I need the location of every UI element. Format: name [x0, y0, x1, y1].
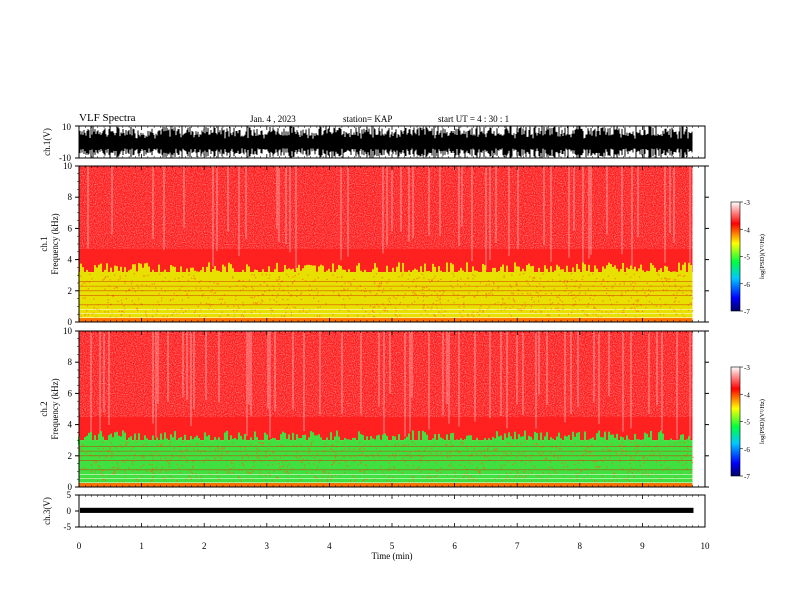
- ch1-waveform-trace: [79, 126, 693, 158]
- spectrogram-ytick-label: 8: [68, 192, 73, 202]
- spectrogram-ytick-label: 6: [68, 223, 73, 233]
- ch3-waveform-trace: [80, 507, 694, 513]
- colorbar-label: log(PSD)(V²/Hz): [759, 234, 766, 279]
- ch3-ylabel: ch.3(V): [42, 497, 52, 525]
- colorbar-tick-label: -4: [744, 391, 750, 399]
- ch3-ytick-label: -5: [64, 522, 72, 532]
- spectrogram-ylabel-frequency: Frequency (kHz): [50, 213, 60, 274]
- spectrogram-ytick-label: 10: [63, 326, 73, 336]
- spectrogram-ytick-label: 0: [68, 317, 73, 327]
- x-axis-label: Time (min): [372, 551, 413, 561]
- figure-title: VLF Spectra: [79, 112, 136, 124]
- spectrogram-low-band: [79, 272, 693, 322]
- ch1-ytick-label: 10: [62, 122, 72, 132]
- colorbar: [730, 366, 741, 477]
- spectrogram-ytick-label: 10: [63, 161, 73, 171]
- x-tick-label: 10: [701, 541, 711, 551]
- spectrogram-ylabel-frequency: Frequency (kHz): [50, 378, 60, 439]
- colorbar-tick-label: -3: [744, 199, 750, 207]
- spectrogram-noise-overlay: [79, 166, 693, 249]
- spectrogram-noise-overlay: [79, 331, 693, 417]
- spectrogram-streaks: [87, 166, 691, 273]
- ch3-ytick-label: 5: [67, 490, 72, 500]
- x-tick-label: 7: [515, 541, 520, 551]
- x-tick-label: 3: [265, 541, 270, 551]
- x-tick-label: 8: [578, 541, 583, 551]
- ch1-ytick-label: -10: [59, 153, 71, 163]
- spectrogram-ytick-label: 8: [68, 357, 73, 367]
- spectrogram-ytick-label: 2: [68, 451, 73, 461]
- x-tick-label: 2: [202, 541, 207, 551]
- spectrogram-ytick-label: 4: [68, 420, 73, 430]
- spectrogram-low-speckle: [79, 273, 694, 318]
- x-tick-label: 9: [640, 541, 645, 551]
- colorbar-tick-label: -6: [744, 446, 750, 454]
- colorbar-tick-label: -4: [744, 226, 750, 234]
- spectrogram-ytick-label: 4: [68, 255, 73, 265]
- x-tick-label: 4: [327, 541, 332, 551]
- ch1-ylabel: ch.1(V): [42, 128, 52, 156]
- spectrogram-ylabel-channel: ch.2: [39, 401, 49, 416]
- x-tick-label: 1: [139, 541, 144, 551]
- spectrogram-ytick-label: 2: [68, 286, 73, 296]
- x-tick-label: 0: [77, 541, 82, 551]
- colorbar: [730, 201, 741, 312]
- start-time-label: start UT = 4 : 30 : 1: [438, 114, 510, 124]
- spectrogram-ytick-label: 0: [68, 482, 73, 492]
- colorbar-label: log(PSD)(V²/Hz): [759, 399, 766, 444]
- colorbar-tick-label: -7: [744, 308, 750, 316]
- x-tick-label: 5: [390, 541, 395, 551]
- date-label: Jan. 4 , 2023: [250, 114, 296, 124]
- spectrogram-ylabel-channel: ch.1: [39, 236, 49, 251]
- colorbar-tick-label: -7: [744, 473, 750, 481]
- ch3-ytick-label: 0: [67, 506, 72, 516]
- colorbar-tick-label: -5: [744, 419, 750, 427]
- colorbar-tick-label: -5: [744, 254, 750, 262]
- colorbar-tick-label: -6: [744, 281, 750, 289]
- station-label: station= KAP: [343, 114, 393, 124]
- x-tick-label: 6: [452, 541, 457, 551]
- colorbar-tick-label: -3: [744, 364, 750, 372]
- spectrogram-ytick-label: 6: [68, 388, 73, 398]
- spectrogram-low-band: [79, 440, 693, 487]
